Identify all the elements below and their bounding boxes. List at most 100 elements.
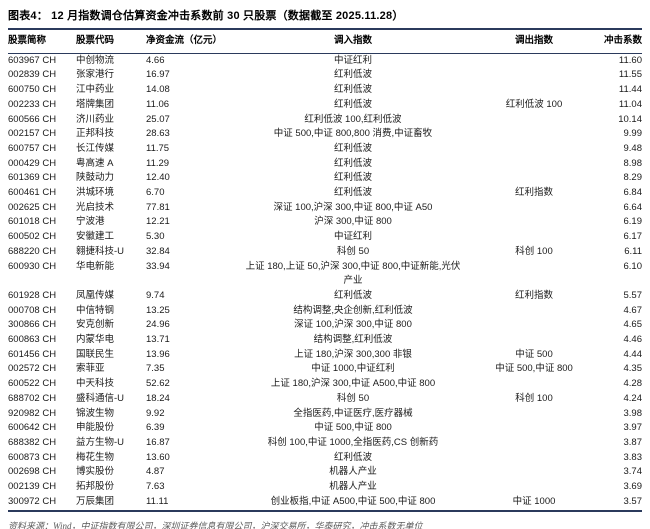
- cell-impact-coef: 3.98: [623, 407, 643, 419]
- cell-stock-name: 益方生物-U: [76, 436, 125, 448]
- cell-index-in: 机器人产业: [329, 481, 377, 493]
- cell-index-in: 红利低波: [333, 84, 372, 96]
- cell-impact-coef: 5.57: [623, 289, 643, 301]
- table-row: 002698 CH 博实股份 4.87 机器人产业 3.74: [8, 465, 642, 480]
- cell-net-flow: 52.62: [146, 378, 170, 390]
- cell-net-flow: 16.97: [146, 69, 170, 81]
- cell-stock-name: 凤凰传媒: [76, 289, 115, 301]
- table-header-row: 股票简称 股票代码 净资金流（亿元） 调入指数 调出指数 冲击系数: [8, 30, 642, 54]
- table-row: 920982 CH 锦波生物 9.92 全指医药,中证医疗,医疗器械 3.98: [8, 407, 642, 422]
- cell-impact-coef: 9.99: [623, 128, 643, 140]
- cell-net-flow: 33.94: [146, 260, 170, 272]
- cell-net-flow: 11.06: [146, 98, 170, 110]
- table-row: 601369 CH 陕鼓动力 12.40 红利低波 8.29: [8, 171, 642, 186]
- cell-index-in: 创业板指,中证 A500,中证 500,中证 800: [270, 495, 436, 507]
- cell-stock-name: 中天科技: [76, 378, 115, 390]
- cell-net-flow: 5.30: [146, 231, 165, 243]
- cell-index-in: 红利低波: [333, 98, 372, 110]
- table-row: 600502 CH 安徽建工 5.30 中证红利 6.17: [8, 230, 642, 245]
- cell-stock-name: 索菲亚: [76, 363, 105, 375]
- cell-net-flow: 9.74: [146, 289, 165, 301]
- cell-impact-coef: 11.04: [618, 98, 642, 110]
- cell-stock-name: 宁波港: [76, 216, 105, 228]
- cell-stock-name: 粤高速 A: [76, 157, 114, 169]
- table-row: 600461 CH 洪城环境 6.70 红利低波 红利指数 6.84: [8, 186, 642, 201]
- table-row: 600757 CH 长江传媒 11.75 红利低波 9.48: [8, 142, 642, 157]
- cell-index-in: 中证红利: [333, 231, 372, 243]
- cell-stock-ticker: 002233 CH: [8, 98, 57, 110]
- header-impact-coef: 冲击系数: [603, 35, 642, 46]
- cell-stock-name: 安克创新: [76, 319, 115, 331]
- cell-stock-ticker: 688382 CH: [8, 436, 57, 448]
- cell-index-in: 中证 1000,中证红利: [311, 363, 395, 375]
- cell-net-flow: 25.07: [146, 113, 170, 125]
- cell-impact-coef: 4.67: [623, 304, 643, 316]
- header-index-out: 调出指数: [514, 35, 553, 46]
- cell-stock-name: 洪城环境: [76, 187, 115, 199]
- cell-impact-coef: 3.87: [623, 436, 643, 448]
- cell-stock-ticker: 600461 CH: [8, 187, 57, 199]
- cell-index-in: 红利低波: [333, 69, 372, 81]
- cell-index-in: 红利低波: [333, 142, 372, 154]
- cell-stock-name: 内蒙华电: [76, 334, 115, 346]
- cell-stock-ticker: 002139 CH: [8, 481, 57, 493]
- cell-net-flow: 6.39: [146, 422, 165, 434]
- cell-index-in: 沪深 300,中证 800: [314, 216, 392, 228]
- cell-impact-coef: 8.98: [623, 157, 643, 169]
- cell-net-flow: 32.84: [146, 245, 170, 257]
- cell-index-in: 红利低波: [333, 451, 372, 463]
- cell-net-flow: 28.63: [146, 128, 170, 140]
- cell-index-out: 中证 500,中证 800: [495, 363, 573, 375]
- table-row: 603967 CH 中创物流 4.66 中证红利 11.60: [8, 54, 642, 69]
- cell-stock-ticker: 601369 CH: [8, 172, 57, 184]
- table-body: 603967 CH 中创物流 4.66 中证红利 11.60 002839 CH 张家港行 1…: [8, 54, 642, 510]
- cell-stock-ticker: 002698 CH: [8, 466, 57, 478]
- cell-index-in: 红利低波 100,红利低波: [304, 113, 402, 125]
- cell-net-flow: 12.21: [146, 216, 170, 228]
- cell-stock-ticker: 000708 CH: [8, 304, 57, 316]
- cell-net-flow: 11.29: [146, 157, 170, 169]
- cell-stock-ticker: 600750 CH: [8, 84, 57, 96]
- cell-stock-ticker: 300866 CH: [8, 319, 57, 331]
- cell-stock-name: 陕鼓动力: [76, 172, 115, 184]
- cell-index-out: 红利低波 100: [505, 98, 563, 110]
- cell-stock-name: 安徽建工: [76, 231, 115, 243]
- table-row: 002157 CH 正邦科技 28.63 中证 500,中证 800,800 消费,中…: [8, 127, 642, 142]
- cell-impact-coef: 3.97: [623, 422, 643, 434]
- cell-impact-coef: 11.55: [618, 69, 642, 81]
- cell-index-in: 上证 180,上证 50,沪深 300,中证 800,中证新能,光伏产业: [245, 260, 461, 287]
- cell-net-flow: 12.40: [146, 172, 170, 184]
- cell-stock-ticker: 600873 CH: [8, 451, 57, 463]
- cell-index-in: 红利低波: [333, 187, 372, 199]
- figure-title: 图表4： 12 月指数调仓估算资金冲击系数前 30 只股票（数据截至 2025.…: [8, 10, 404, 22]
- table-row: 600642 CH 申能股份 6.39 中证 500,中证 800 3.97: [8, 421, 642, 436]
- header-net-flow: 净资金流（亿元）: [146, 35, 223, 46]
- cell-stock-name: 塔牌集团: [76, 98, 115, 110]
- cell-impact-coef: 4.35: [623, 363, 643, 375]
- table-row: 300972 CH 万辰集团 11.11 创业板指,中证 A500,中证 500,中证…: [8, 495, 642, 510]
- cell-impact-coef: 6.64: [623, 201, 643, 213]
- table-row: 600930 CH 华电新能 33.94 上证 180,上证 50,沪深 300,中证…: [8, 260, 642, 289]
- cell-stock-ticker: 688220 CH: [8, 245, 57, 257]
- cell-net-flow: 9.92: [146, 407, 165, 419]
- impact-table: 股票简称 股票代码 净资金流（亿元） 调入指数 调出指数 冲击系数 603967…: [8, 28, 642, 512]
- cell-impact-coef: 4.65: [623, 319, 643, 331]
- cell-stock-name: 国联民生: [76, 348, 115, 360]
- cell-impact-coef: 4.46: [623, 334, 643, 346]
- table-row: 000429 CH 粤高速 A 11.29 红利低波 8.98: [8, 157, 642, 172]
- cell-net-flow: 6.70: [146, 187, 165, 199]
- table-row: 601018 CH 宁波港 12.21 沪深 300,中证 800 6.19: [8, 215, 642, 230]
- cell-stock-name: 万辰集团: [76, 495, 115, 507]
- table-row: 600750 CH 江中药业 14.08 红利低波 11.44: [8, 83, 642, 98]
- cell-net-flow: 11.75: [146, 142, 170, 154]
- cell-net-flow: 13.96: [146, 348, 170, 360]
- cell-index-out: 红利指数: [514, 289, 553, 301]
- cell-index-in: 上证 180,沪深 300,300 非银: [294, 348, 412, 360]
- cell-index-in: 深证 100,沪深 300,中证 800,中证 A50: [273, 201, 433, 213]
- header-stock-ticker: 股票简称: [8, 35, 47, 46]
- cell-index-out: 中证 500: [515, 348, 553, 360]
- cell-net-flow: 11.11: [146, 495, 169, 507]
- cell-index-in: 机器人产业: [329, 466, 377, 478]
- cell-stock-ticker: 601018 CH: [8, 216, 57, 228]
